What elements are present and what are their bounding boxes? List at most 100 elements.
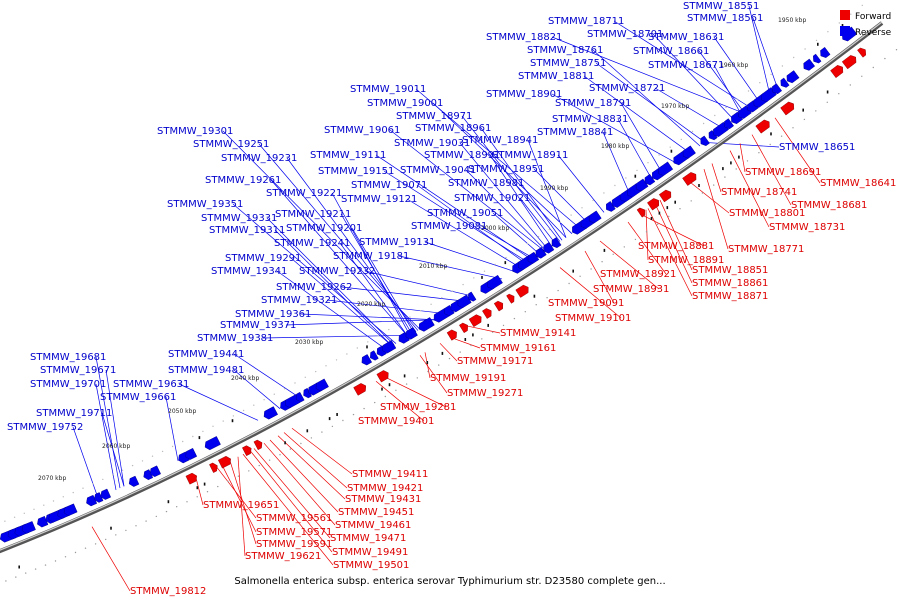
scale-tick-label: 2030 kbp <box>295 339 323 346</box>
forward-gene-label: STMMW_19621 <box>245 551 321 562</box>
callout-line-forward <box>249 450 333 553</box>
legend-forward-swatch <box>840 10 850 20</box>
reverse-gene-label: STMMW_19262 <box>276 282 352 293</box>
track-dot <box>827 31 829 33</box>
callout-line-forward <box>263 442 336 526</box>
track-dot <box>248 470 250 472</box>
reverse-gene <box>724 118 734 130</box>
track-dot <box>217 485 219 488</box>
track-dot <box>165 510 168 513</box>
forward-gene <box>209 462 218 473</box>
callout-line-reverse <box>652 33 736 122</box>
forward-gene-label: STMMW_18861 <box>692 278 768 289</box>
track-dot <box>895 49 898 51</box>
track-dot <box>294 382 296 384</box>
feature-marker <box>650 217 653 220</box>
gene-shape <box>468 314 482 328</box>
reverse-gene-label: STMMW_19111 <box>310 150 386 161</box>
track-dot <box>861 75 863 78</box>
callout-line-reverse <box>617 118 653 180</box>
reverse-gene <box>100 488 111 500</box>
track-dot <box>346 353 348 355</box>
callout-line-forward <box>627 221 667 275</box>
scale-tick-label: 1960 kbp <box>720 62 748 69</box>
callout-line-reverse <box>340 213 413 335</box>
callout-line-forward <box>703 169 729 250</box>
track-dot <box>462 283 464 286</box>
reverse-gene-label: STMMW_18831 <box>552 114 628 125</box>
feature-marker <box>231 419 234 423</box>
callout-line-forward <box>729 150 770 228</box>
track-dot <box>769 143 771 146</box>
track-dot <box>121 469 124 471</box>
track-dot <box>212 425 214 427</box>
callout-line-forward <box>424 352 431 379</box>
forward-gene <box>446 329 457 341</box>
reverse-gene-label: STMMW_19261 <box>205 175 281 186</box>
track-dot <box>645 231 648 233</box>
callout-line-reverse <box>351 227 415 334</box>
feature-marker <box>306 429 309 433</box>
track-dot <box>258 464 260 467</box>
reverse-gene-label: STMMW_18991 <box>424 150 500 161</box>
track-dot <box>171 445 174 448</box>
feature-marker <box>381 387 383 391</box>
feature-marker <box>698 184 700 187</box>
callout-line-reverse <box>527 139 567 238</box>
track-dot <box>151 455 154 457</box>
track-dot <box>398 322 401 325</box>
track-dot <box>603 192 605 194</box>
gene-shape <box>361 354 373 366</box>
track-dot <box>725 106 727 109</box>
callout-line-forward <box>659 199 693 271</box>
scale-tick-label: 1950 kbp <box>778 17 806 24</box>
forward-gene-label: STMMW_19451 <box>338 507 414 518</box>
track-dot <box>419 310 422 312</box>
feature-marker <box>841 24 844 27</box>
track-dot <box>263 399 265 401</box>
feature-marker <box>817 42 819 46</box>
reverse-gene-label: STMMW_19041 <box>400 165 476 176</box>
callout-line-forward <box>383 376 447 408</box>
reverse-gene <box>405 327 418 340</box>
callout-line-reverse <box>551 93 677 164</box>
reverse-gene <box>468 291 477 302</box>
reverse-gene-label: STMMW_19441 <box>168 349 244 360</box>
track-dot <box>746 160 749 162</box>
map-caption: Salmonella enterica subsp. enterica sero… <box>234 576 666 587</box>
track-dot <box>64 556 67 558</box>
feature-marker <box>603 248 606 252</box>
callout-line-reverse <box>178 383 259 421</box>
track-dot <box>470 344 472 347</box>
reverse-gene <box>588 210 602 224</box>
track-dot <box>850 13 852 15</box>
track-dot <box>759 82 761 84</box>
gene-shape <box>315 378 329 392</box>
reverse-gene-label: STMMW_19121 <box>341 194 417 205</box>
reverse-gene-label: STMMW_18811 <box>518 71 594 82</box>
track-dot <box>793 56 795 59</box>
track-dot <box>125 529 127 532</box>
forward-gene-label: STMMW_19171 <box>457 356 533 367</box>
feature-marker <box>328 417 331 421</box>
callout-line-reverse <box>519 197 557 245</box>
callout-line-reverse <box>698 50 746 114</box>
gene-shape <box>506 293 515 304</box>
track-dot <box>273 393 275 395</box>
reverse-gene-label: STMMW_19251 <box>193 139 269 150</box>
reverse-gene-label: STMMW_19711 <box>36 408 112 419</box>
forward-gene <box>242 445 252 457</box>
reverse-gene-label: STMMW_19671 <box>40 365 116 376</box>
legend-reverse-label: Reverse <box>855 28 892 38</box>
reverse-gene <box>786 70 800 84</box>
reverse-gene <box>803 58 816 71</box>
forward-gene-label: STMMW_19101 <box>555 313 631 324</box>
track-dot <box>838 22 840 24</box>
reverse-gene-label: STMMW_19011 <box>350 84 426 95</box>
reverse-gene-label: STMMW_19031 <box>394 138 470 149</box>
track-dot <box>405 383 408 385</box>
callout-line-forward <box>195 477 204 506</box>
forward-gene <box>493 300 504 312</box>
forward-gene <box>506 293 515 304</box>
forward-gene-label: STMMW_18921 <box>600 269 676 280</box>
